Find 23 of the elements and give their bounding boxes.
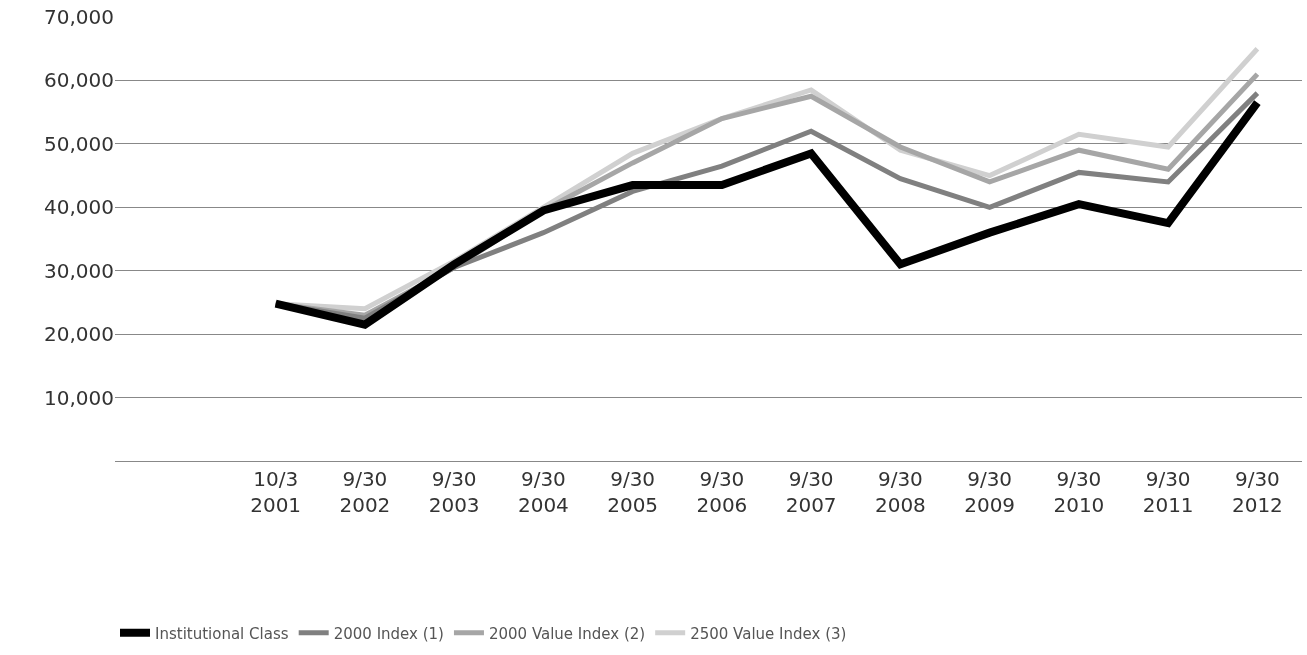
x-tick-label: 9/30 2009 — [964, 467, 1016, 517]
x-tick-label: 9/30 2007 — [785, 467, 837, 517]
legend-label: Institutional Class — [155, 624, 289, 643]
x-tick-label: 9/30 2011 — [1142, 467, 1194, 517]
x-tick-label: 9/30 2012 — [1231, 467, 1283, 517]
x-tick-label: 9/30 2004 — [517, 467, 569, 517]
y-tick-label: 10,000 — [44, 385, 114, 410]
legend-label: 2500 Value Index (3) — [690, 624, 847, 643]
y-tick-label: 20,000 — [44, 322, 114, 347]
x-tick-label: 9/30 2002 — [339, 467, 391, 517]
x-tick-label: 9/30 2008 — [874, 467, 926, 517]
x-tick-label: 10/3 2001 — [250, 467, 302, 517]
x-tick-label: 9/30 2006 — [696, 467, 748, 517]
x-tick-label: 9/30 2010 — [1053, 467, 1105, 517]
y-tick-label: 30,000 — [44, 258, 114, 283]
y-tick-label: 50,000 — [44, 131, 114, 156]
x-tick-label: 9/30 2003 — [428, 467, 480, 517]
y-tick-label: 60,000 — [44, 68, 114, 93]
x-tick-label: 9/30 2005 — [607, 467, 659, 517]
y-tick-label: 70,000 — [44, 5, 114, 29]
legend-label: 2000 Index (1) — [333, 624, 444, 643]
y-tick-label: 40,000 — [44, 195, 114, 220]
legend-label: 2000 Value Index (2) — [488, 624, 646, 643]
